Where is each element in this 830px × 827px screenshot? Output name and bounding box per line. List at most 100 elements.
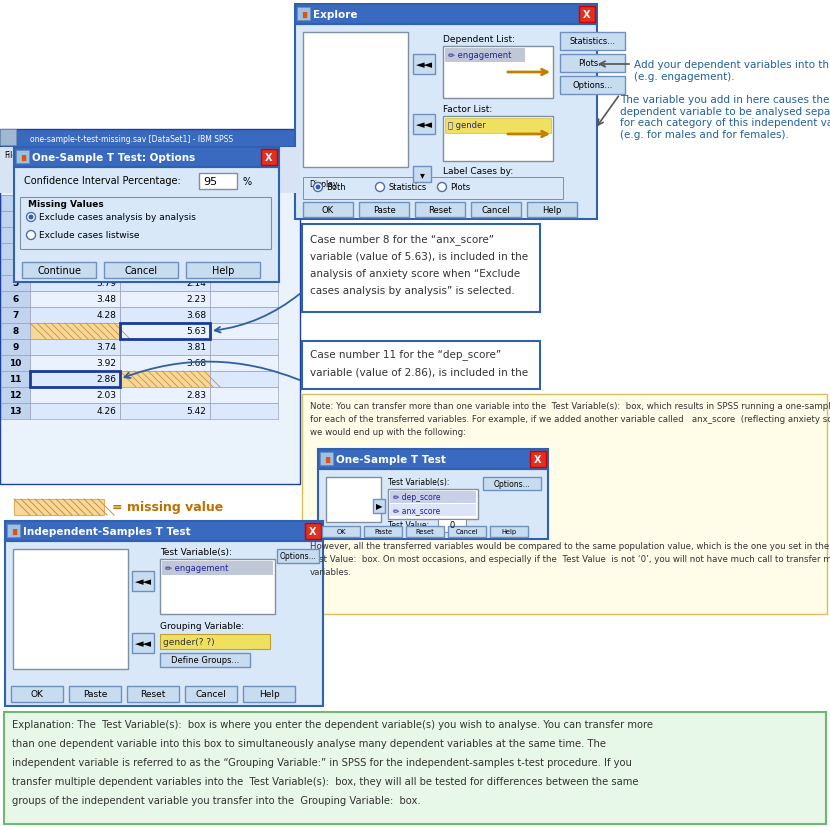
Text: 3.74: 3.74	[96, 343, 116, 352]
Bar	[210, 196, 278, 212]
Bar	[1, 404, 30, 419]
Text: OK: OK	[336, 528, 346, 535]
Bar	[305, 523, 321, 539]
Circle shape	[315, 185, 320, 190]
Bar	[120, 260, 210, 275]
Text: Help: Help	[212, 265, 234, 275]
Bar	[483, 477, 541, 490]
Bar	[20, 198, 271, 250]
Bar	[302, 225, 540, 313]
Bar	[443, 117, 553, 162]
Bar	[443, 179, 553, 195]
Text: Cancel: Cancel	[124, 265, 158, 275]
Text: Independent-Samples T Test: Independent-Samples T Test	[23, 526, 191, 537]
Text: █: █	[12, 528, 16, 534]
Circle shape	[375, 184, 384, 192]
Bar	[120, 371, 210, 388]
Text: variable (value of 2.86), is included in the: variable (value of 2.86), is included in…	[310, 367, 528, 378]
Bar	[104, 263, 178, 279]
Text: Both: Both	[326, 184, 345, 192]
Text: Graphs: Graphs	[208, 151, 236, 160]
Text: Add your dependent variables into this box
(e.g. engagement).: Add your dependent variables into this b…	[634, 60, 830, 82]
Bar	[1, 388, 30, 404]
Bar	[320, 452, 333, 466]
Bar	[120, 356, 210, 371]
Bar	[302, 342, 540, 390]
Bar	[445, 119, 551, 134]
Bar	[295, 25, 597, 220]
Bar	[318, 470, 548, 539]
Text: analysis of anxiety score when “Exclude: analysis of anxiety score when “Exclude	[310, 269, 520, 279]
Circle shape	[27, 232, 36, 240]
Text: var: var	[237, 199, 251, 208]
Bar	[120, 323, 210, 340]
Text: 3.68: 3.68	[186, 359, 206, 368]
Text: Plots...: Plots...	[579, 60, 607, 69]
Text: Help: Help	[501, 528, 516, 535]
Bar	[490, 526, 528, 538]
Bar	[1, 275, 30, 292]
Text: Edit: Edit	[38, 151, 53, 160]
Text: ◄◄: ◄◄	[416, 120, 432, 130]
Bar	[30, 371, 120, 388]
Text: Dependent List:: Dependent List:	[443, 35, 515, 44]
Text: █: █	[325, 457, 330, 462]
Text: 2.86: 2.86	[96, 375, 116, 384]
Text: Analyze: Analyze	[174, 151, 204, 160]
Text: Explanation: The  Test Variable(s):  box is where you enter the dependent variab: Explanation: The Test Variable(s): box i…	[12, 719, 653, 729]
Bar	[210, 212, 278, 227]
Text: ▶: ▶	[376, 502, 383, 511]
Text: we would end up with the following:: we would end up with the following:	[310, 428, 466, 437]
Bar	[0, 148, 300, 485]
Text: Paste: Paste	[374, 528, 392, 535]
Bar	[120, 196, 210, 212]
Bar	[30, 196, 120, 212]
Text: However, all the transferred variables would be compared to the same population : However, all the transferred variables w…	[310, 542, 829, 551]
Text: Plots: Plots	[450, 184, 471, 192]
Bar	[120, 388, 210, 404]
Bar	[1, 323, 30, 340]
Text: One-Sample T Test: Options: One-Sample T Test: Options	[32, 153, 195, 163]
Bar	[303, 203, 353, 218]
Bar	[1, 227, 30, 244]
Text: Paste: Paste	[83, 690, 107, 699]
Text: Test Variable(s):: Test Variable(s):	[388, 477, 449, 486]
Text: 5.63: 5.63	[186, 327, 206, 336]
Text: ✏ anx_score: ✏ anx_score	[393, 506, 440, 515]
Bar	[359, 203, 409, 218]
Bar	[1, 371, 30, 388]
Bar	[443, 47, 553, 99]
Bar	[120, 227, 210, 244]
Bar	[560, 55, 625, 73]
Text: Options...: Options...	[573, 81, 613, 90]
Text: Continue: Continue	[37, 265, 81, 275]
Bar	[120, 340, 210, 356]
Text: 5: 5	[12, 280, 18, 288]
Bar	[30, 323, 120, 340]
Text: Exclude cases analysis by analysis: Exclude cases analysis by analysis	[39, 213, 196, 222]
Bar	[1, 260, 30, 275]
Text: 0: 0	[449, 521, 455, 530]
Bar	[30, 356, 120, 371]
Bar	[560, 77, 625, 95]
Text: █: █	[302, 12, 306, 18]
Text: variable (value of 5.63), is included in the: variable (value of 5.63), is included in…	[310, 251, 528, 261]
Bar	[162, 562, 273, 576]
Text: groups of the independent variable you transfer into the  Grouping Variable:  bo: groups of the independent variable you t…	[12, 795, 421, 805]
Bar	[120, 308, 210, 323]
Text: X: X	[583, 10, 591, 20]
Text: Statistics: Statistics	[388, 184, 427, 192]
Text: 3.98: 3.98	[96, 263, 116, 272]
Text: File: File	[4, 151, 17, 160]
Bar	[7, 524, 20, 538]
Text: ◄◄: ◄◄	[134, 576, 152, 586]
Bar	[30, 404, 120, 419]
Bar	[210, 292, 278, 308]
Bar	[30, 292, 120, 308]
Text: Paste: Paste	[373, 206, 395, 215]
Text: 12: 12	[9, 391, 22, 400]
Text: Options...: Options...	[280, 552, 316, 561]
Text: The variable you add in here causes the
dependent variable to be analysed separa: The variable you add in here causes the …	[620, 95, 830, 140]
Bar	[1, 244, 30, 260]
Text: Help: Help	[542, 206, 562, 215]
